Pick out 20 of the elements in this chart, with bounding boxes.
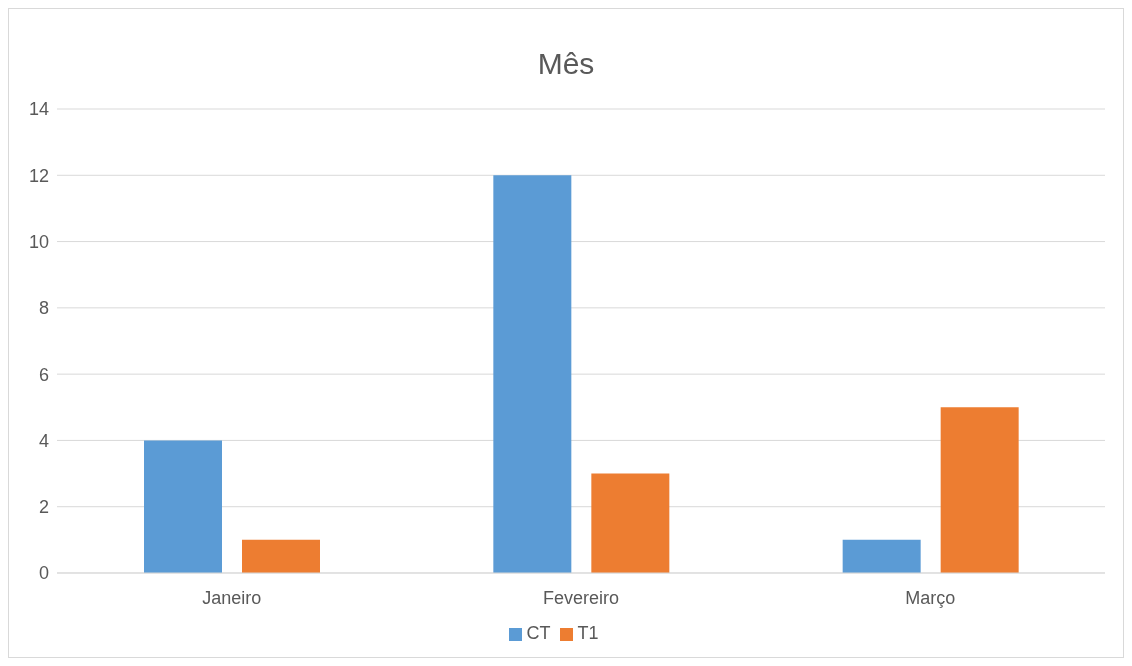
y-tick-label: 0	[38, 563, 49, 584]
bar	[242, 539, 320, 573]
chart-title: Mês	[536, 47, 596, 81]
y-tick-label: 14	[28, 99, 49, 120]
y-tick-label: 12	[28, 165, 49, 186]
y-tick-label: 8	[38, 298, 49, 319]
bar	[842, 539, 921, 573]
x-tick-label: Fevereiro	[542, 587, 620, 608]
y-tick-label: 10	[28, 231, 49, 252]
legend-label: T1	[577, 623, 599, 643]
bar	[493, 175, 572, 573]
bar	[591, 473, 670, 573]
bar	[940, 407, 1019, 573]
y-tick-label: 2	[38, 497, 49, 518]
y-tick-label: 6	[38, 364, 49, 385]
x-tick-label: Janeiro	[202, 587, 262, 608]
bar	[144, 440, 222, 573]
legend-label: CT	[526, 623, 551, 643]
y-tick-label: 4	[38, 430, 49, 451]
x-tick-label: Março	[905, 587, 956, 608]
